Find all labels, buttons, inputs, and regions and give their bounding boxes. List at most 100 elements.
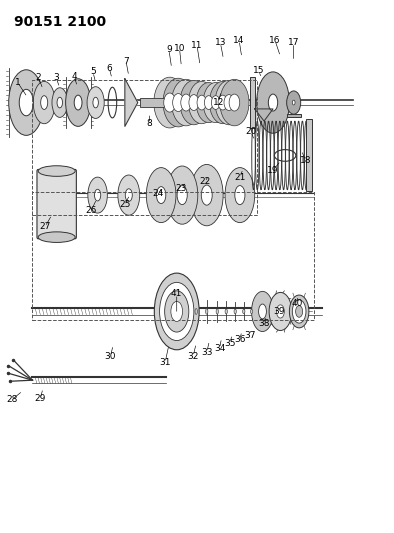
Ellipse shape: [171, 301, 182, 321]
Text: 26: 26: [85, 206, 97, 215]
Ellipse shape: [19, 90, 33, 116]
Ellipse shape: [268, 94, 278, 111]
Ellipse shape: [225, 167, 255, 223]
Ellipse shape: [296, 305, 303, 317]
Ellipse shape: [203, 83, 228, 123]
Ellipse shape: [173, 94, 184, 111]
Text: 6: 6: [106, 63, 112, 72]
Polygon shape: [125, 79, 138, 126]
Text: 22: 22: [199, 177, 210, 187]
Ellipse shape: [95, 189, 101, 201]
Ellipse shape: [277, 305, 284, 318]
Ellipse shape: [269, 293, 292, 330]
Text: 19: 19: [267, 166, 279, 175]
Text: 7: 7: [123, 57, 129, 66]
Ellipse shape: [146, 167, 176, 223]
Text: 30: 30: [105, 352, 116, 361]
Bar: [141, 98, 164, 107]
Ellipse shape: [234, 309, 236, 314]
Text: 11: 11: [191, 41, 203, 50]
Ellipse shape: [171, 79, 201, 126]
Ellipse shape: [165, 291, 189, 332]
Ellipse shape: [154, 77, 186, 128]
Text: 24: 24: [152, 189, 164, 198]
Ellipse shape: [243, 309, 245, 314]
Ellipse shape: [164, 93, 176, 112]
FancyBboxPatch shape: [37, 169, 76, 239]
Ellipse shape: [224, 95, 234, 110]
Ellipse shape: [38, 232, 75, 243]
Ellipse shape: [167, 166, 198, 224]
Text: 39: 39: [273, 307, 284, 316]
Ellipse shape: [33, 82, 55, 124]
Ellipse shape: [229, 94, 240, 111]
Ellipse shape: [225, 309, 227, 314]
Ellipse shape: [215, 80, 243, 125]
Text: 2: 2: [35, 72, 41, 82]
Text: 25: 25: [119, 199, 130, 208]
Ellipse shape: [177, 185, 187, 205]
Text: 37: 37: [244, 331, 255, 340]
Text: 4: 4: [71, 71, 77, 80]
Ellipse shape: [220, 79, 249, 126]
Ellipse shape: [197, 95, 206, 110]
Ellipse shape: [190, 165, 223, 226]
Ellipse shape: [216, 309, 218, 314]
Ellipse shape: [256, 72, 289, 133]
Text: 29: 29: [35, 394, 46, 403]
Ellipse shape: [189, 95, 199, 110]
Ellipse shape: [154, 273, 199, 350]
Ellipse shape: [88, 177, 107, 213]
Text: 17: 17: [288, 38, 299, 47]
Ellipse shape: [212, 96, 220, 109]
Text: 10: 10: [174, 44, 185, 53]
Ellipse shape: [292, 100, 295, 105]
Text: 31: 31: [159, 358, 171, 367]
Text: 8: 8: [147, 119, 152, 128]
Ellipse shape: [160, 282, 194, 341]
Text: 21: 21: [234, 173, 245, 182]
Ellipse shape: [118, 175, 140, 215]
Ellipse shape: [66, 79, 91, 126]
Ellipse shape: [204, 96, 213, 109]
Ellipse shape: [188, 82, 215, 124]
Ellipse shape: [195, 309, 197, 314]
Text: 15: 15: [253, 66, 264, 75]
Text: 13: 13: [215, 38, 226, 47]
Ellipse shape: [252, 292, 273, 332]
Ellipse shape: [210, 82, 236, 124]
Ellipse shape: [87, 87, 104, 118]
Ellipse shape: [163, 78, 193, 127]
Ellipse shape: [287, 91, 301, 114]
Ellipse shape: [251, 309, 253, 313]
Text: 27: 27: [39, 222, 51, 231]
Ellipse shape: [196, 83, 221, 123]
Text: 1: 1: [15, 78, 20, 87]
Text: 35: 35: [225, 338, 236, 348]
Bar: [250, 77, 255, 128]
Ellipse shape: [125, 189, 132, 201]
Text: 14: 14: [233, 36, 245, 45]
Text: 34: 34: [214, 344, 225, 353]
Text: 32: 32: [188, 352, 199, 361]
Ellipse shape: [201, 185, 212, 205]
Ellipse shape: [52, 88, 68, 117]
Ellipse shape: [93, 98, 98, 108]
Bar: [306, 119, 312, 191]
Text: 12: 12: [213, 98, 224, 107]
Text: 28: 28: [6, 395, 17, 404]
Ellipse shape: [235, 185, 245, 205]
Text: 9: 9: [166, 45, 172, 54]
Text: 16: 16: [269, 36, 281, 45]
Text: 41: 41: [171, 289, 182, 298]
Ellipse shape: [41, 96, 48, 109]
Ellipse shape: [180, 80, 208, 125]
Ellipse shape: [258, 304, 266, 319]
Ellipse shape: [206, 309, 208, 314]
Ellipse shape: [74, 95, 82, 110]
FancyBboxPatch shape: [287, 114, 301, 117]
Text: 23: 23: [176, 184, 187, 193]
Ellipse shape: [218, 95, 227, 110]
Ellipse shape: [292, 300, 306, 323]
Text: 3: 3: [53, 72, 59, 82]
